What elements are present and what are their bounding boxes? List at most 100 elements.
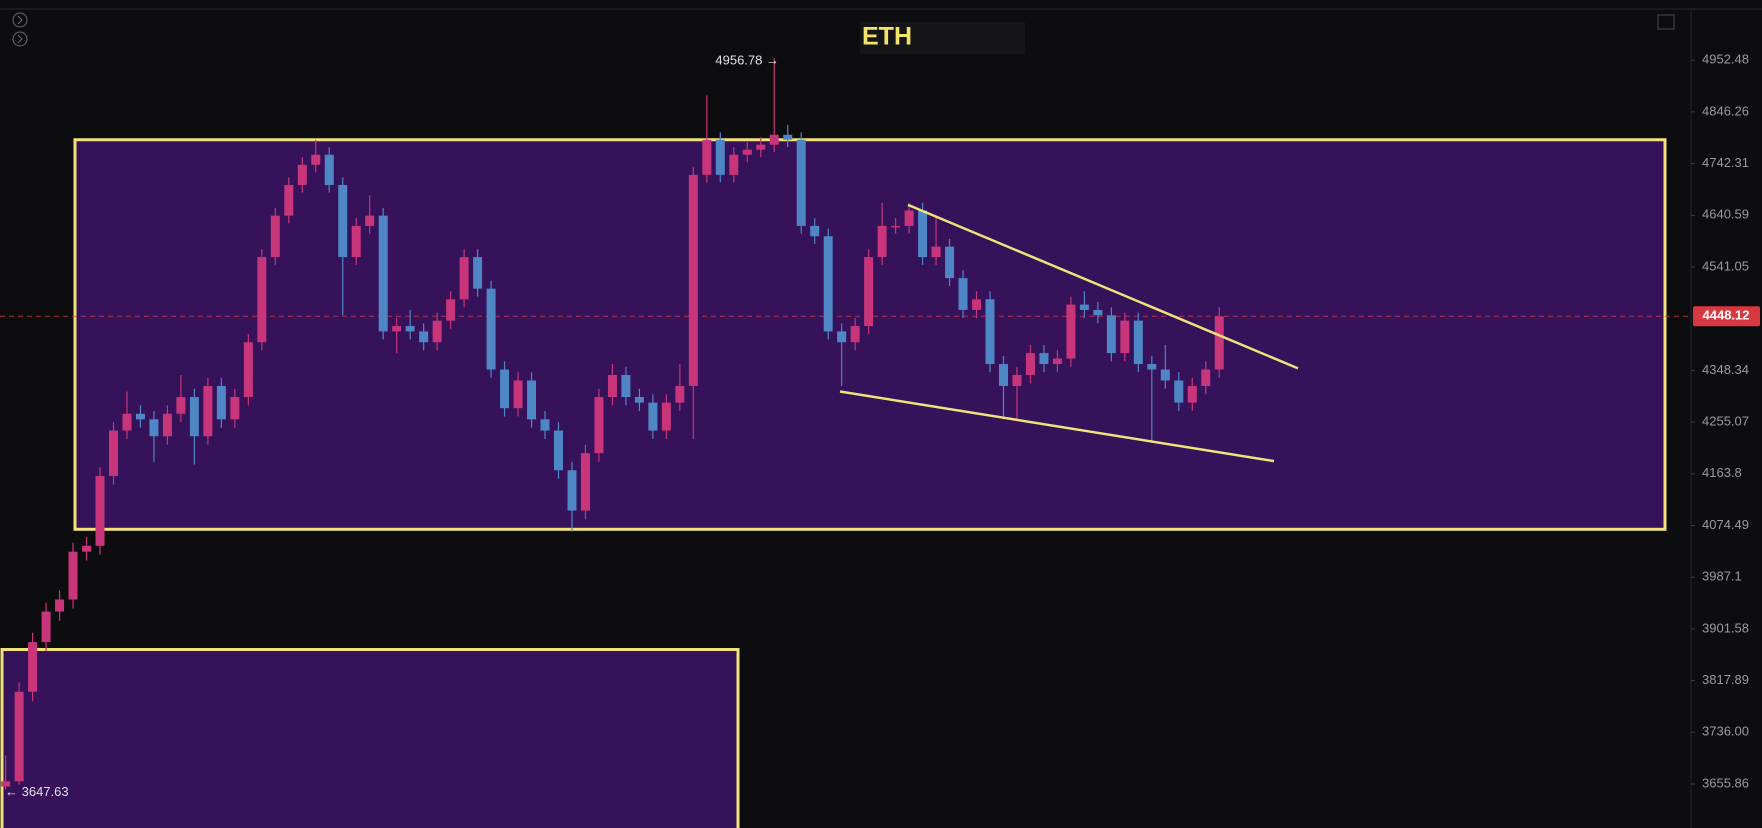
candle-body [365, 215, 375, 226]
candle-body [55, 599, 65, 612]
candle-body [796, 139, 806, 226]
candle-body [459, 257, 469, 300]
candle-body [540, 419, 550, 431]
candle-body [1201, 369, 1211, 386]
candle-body [1187, 385, 1197, 403]
candle-body [527, 380, 537, 420]
y-tick-label: 4255.07 [1702, 414, 1749, 429]
screenshot-icon[interactable] [1657, 14, 1675, 30]
candle-body [931, 246, 941, 258]
candle-body [1093, 309, 1103, 316]
candle-body [324, 154, 334, 185]
candle-body [1052, 358, 1062, 365]
candle-body [1106, 315, 1116, 354]
candle-body [1079, 304, 1089, 310]
candle-body [634, 397, 644, 403]
candle-body [648, 402, 658, 431]
candle-body [216, 385, 226, 420]
candle-body [621, 374, 631, 398]
candle-body [1174, 380, 1184, 403]
candle-body [864, 257, 874, 327]
y-tick-label: 3655.86 [1702, 775, 1749, 790]
y-tick-label: 4163.8 [1702, 465, 1742, 480]
candle-body [918, 210, 928, 258]
candle-body [162, 413, 172, 437]
candle-body [14, 691, 24, 782]
candle-body [783, 134, 793, 140]
candle-body [392, 326, 402, 332]
candle-body [189, 397, 199, 437]
trendline [907, 203, 1299, 370]
nav-icon-arrow [17, 34, 23, 44]
candle-body [580, 453, 590, 511]
candle-body [553, 430, 563, 471]
candle-body [702, 139, 712, 175]
y-tick-label: 4952.48 [1702, 52, 1749, 67]
chart-title: ETH [862, 23, 912, 51]
y-tick-label: 4640.59 [1702, 207, 1749, 222]
y-tick-label: 3987.1 [1702, 569, 1742, 584]
candle-body [284, 184, 294, 216]
candle-body [149, 419, 159, 437]
candle-body [68, 551, 78, 600]
candle-body [594, 397, 604, 454]
price-label: 4448.12 [1703, 308, 1750, 323]
nav-icon-arrow [17, 15, 23, 25]
price-label-box [1693, 306, 1760, 327]
nav-icon[interactable] [12, 12, 28, 28]
candle-body [607, 374, 617, 398]
candle-body [1133, 320, 1143, 365]
candle-body [176, 397, 186, 414]
candle-body [82, 545, 92, 552]
candle-body [567, 470, 577, 511]
y-tick-label: 4541.05 [1702, 258, 1749, 273]
y-tick-label: 4742.31 [1702, 155, 1749, 170]
candle-body [378, 215, 388, 332]
title-box [860, 22, 1025, 54]
candle-body [1066, 304, 1076, 359]
candle-body [108, 430, 118, 476]
candle-body [1025, 353, 1035, 375]
y-tick-label: 4348.34 [1702, 362, 1749, 377]
candle-body [338, 184, 348, 258]
candle-body [297, 164, 307, 185]
candle-body [715, 139, 725, 175]
candle-body [28, 642, 38, 692]
candle-body [500, 369, 510, 409]
candle-body [756, 144, 766, 150]
candle-body [230, 397, 240, 420]
candle-body [972, 299, 982, 310]
candle-body [769, 134, 779, 145]
high-label: 4956.78 → [715, 53, 779, 68]
candle-body [958, 278, 968, 310]
candle-body [122, 413, 132, 431]
candle-body [823, 236, 833, 332]
y-tick-label: 4846.26 [1702, 103, 1749, 118]
candle-body [1, 781, 11, 787]
candle-body [850, 326, 860, 343]
candle-body [998, 364, 1008, 386]
candle-body [1012, 374, 1022, 386]
trendline [839, 390, 1275, 463]
nav-icon[interactable] [12, 31, 28, 47]
candle-body [1214, 316, 1224, 370]
zone [73, 138, 1667, 531]
candle-body [203, 385, 213, 437]
candle-body [688, 174, 698, 386]
candle-body [945, 246, 955, 279]
candle-body [742, 149, 752, 155]
candle-body [405, 326, 415, 332]
candle-body [1160, 369, 1170, 381]
candle-body [904, 210, 914, 226]
candle-body [513, 380, 523, 409]
y-tick-label: 3817.89 [1702, 672, 1749, 687]
candle-body [486, 288, 496, 370]
candle-body [41, 611, 51, 643]
candle-body [270, 215, 280, 258]
candle-body [891, 225, 901, 228]
candle-body [675, 385, 685, 403]
candle-body [257, 257, 267, 343]
y-tick-label: 4074.49 [1702, 517, 1749, 532]
y-tick-label: 3901.58 [1702, 620, 1749, 635]
